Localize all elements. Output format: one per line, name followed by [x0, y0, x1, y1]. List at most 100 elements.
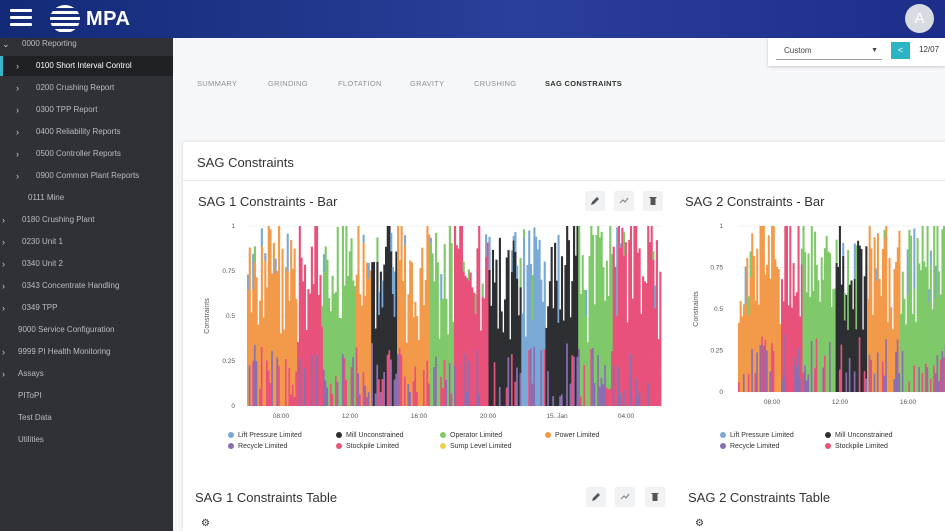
delete-button[interactable]	[645, 487, 665, 507]
sidebar-item[interactable]: › 0349 TPP	[0, 298, 173, 318]
bar	[759, 344, 762, 392]
sidebar-item[interactable]: › 0500 Controller Reports	[0, 144, 173, 164]
bar	[875, 268, 878, 282]
bar	[868, 354, 871, 392]
bar	[393, 316, 396, 380]
sidebar-item[interactable]: › 0343 Concentrate Handling	[0, 276, 173, 296]
sidebar-item[interactable]: › 0100 Short Interval Control	[0, 56, 173, 76]
bar	[550, 246, 553, 406]
edit-button[interactable]	[585, 191, 605, 211]
sidebar-item[interactable]: › 0180 Crushing Plant	[0, 210, 173, 230]
bar	[585, 316, 588, 406]
sidebar-item[interactable]: › 9999 PI Health Monitoring	[0, 342, 173, 362]
range-select[interactable]: Custom ▼	[776, 42, 882, 60]
bar	[250, 312, 253, 406]
sidebar-item[interactable]: 9000 Service Configuration	[0, 320, 173, 340]
sidebar-item[interactable]: › 0340 Unit 2	[0, 254, 173, 274]
legend-item[interactable]: Power Limited	[545, 432, 599, 439]
bar	[336, 381, 339, 406]
bar	[429, 243, 432, 406]
chevron-down-icon: ⌄	[2, 39, 10, 49]
legend-item[interactable]: Sump Level Limited	[440, 443, 511, 450]
sidebar-item[interactable]: › 0300 TPP Report	[0, 100, 173, 120]
gear-icon[interactable]: ⚙	[695, 518, 704, 529]
bar	[891, 329, 894, 392]
bar	[635, 226, 638, 378]
edit-button[interactable]	[586, 487, 606, 507]
gear-icon[interactable]: ⚙	[201, 518, 210, 529]
tab-crushing[interactable]: CRUSHING	[474, 79, 517, 88]
bar	[329, 311, 332, 384]
bar	[383, 264, 386, 373]
y-tick-label: 1	[231, 223, 235, 230]
bar	[316, 226, 319, 355]
bar	[333, 293, 336, 406]
legend-item[interactable]: Stockpile Limited	[336, 443, 399, 450]
tab-summary[interactable]: SUMMARY	[197, 79, 238, 88]
legend-item[interactable]: Stockpile Limited	[825, 443, 888, 450]
bar	[761, 226, 764, 337]
bar	[391, 266, 395, 295]
legend-item[interactable]: Recycle Limited	[720, 443, 779, 450]
menu-icon[interactable]	[10, 9, 32, 29]
bar	[252, 253, 255, 290]
bar	[523, 237, 526, 406]
bar	[523, 229, 526, 238]
bar	[255, 277, 258, 361]
bar	[597, 226, 600, 356]
bar	[326, 387, 329, 406]
chevron-right-icon: ›	[2, 347, 5, 357]
avatar[interactable]: A	[905, 4, 934, 33]
bar	[771, 342, 774, 392]
bar	[472, 387, 476, 406]
bar	[845, 372, 848, 392]
bar	[535, 253, 538, 406]
bar	[316, 354, 319, 406]
bar	[762, 345, 765, 392]
bar	[619, 243, 622, 248]
previous-period-button[interactable]: <	[891, 42, 910, 59]
bar	[412, 317, 415, 382]
bar	[817, 280, 820, 392]
tab-gravity[interactable]: GRAVITY	[410, 79, 445, 88]
sidebar-item[interactable]: › 0200 Crushing Report	[0, 78, 173, 98]
sidebar-item[interactable]: PIToPI	[0, 386, 173, 406]
tab-sag-constraints[interactable]: SAG CONSTRAINTS	[545, 79, 623, 88]
sidebar-item[interactable]: › 0900 Common Plant Reports	[0, 166, 173, 186]
bar	[833, 288, 836, 392]
bar	[469, 348, 472, 406]
tab-flotation[interactable]: FLOTATION	[338, 79, 382, 88]
legend-item[interactable]: Operator Limited	[440, 432, 502, 439]
logo[interactable]: MPA	[50, 5, 130, 33]
sidebar-item[interactable]: › 0230 Unit 1	[0, 232, 173, 252]
bar	[334, 301, 338, 376]
sidebar-item[interactable]: 0111 Mine	[0, 188, 173, 208]
sidebar-item[interactable]: Utilities	[0, 430, 173, 450]
sidebar-item[interactable]: › Assays	[0, 364, 173, 384]
legend-label: Stockpile Limited	[835, 443, 888, 450]
bar	[835, 239, 838, 264]
legend-item[interactable]: Lift Pressure Limited	[720, 432, 794, 439]
trend-button[interactable]	[614, 191, 634, 211]
delete-button[interactable]	[643, 191, 663, 211]
bar	[604, 364, 607, 406]
sidebar-item[interactable]: › 0400 Reliability Reports	[0, 122, 173, 142]
legend-item[interactable]: Lift Pressure Limited	[228, 432, 302, 439]
y-tick-label: 0.5	[714, 306, 723, 313]
legend-item[interactable]: Mill Unconstrained	[336, 432, 404, 439]
legend-item[interactable]: Recycle Limited	[228, 443, 287, 450]
sidebar-item[interactable]: ⌄ 0000 Reporting	[0, 38, 173, 54]
bar	[448, 226, 451, 363]
bar	[548, 281, 551, 406]
bar	[571, 355, 574, 406]
sidebar-item[interactable]: Test Data	[0, 408, 173, 428]
trend-button[interactable]	[615, 487, 635, 507]
bar	[583, 364, 586, 406]
bar	[938, 380, 941, 392]
bar	[348, 251, 351, 314]
tab-grinding[interactable]: GRINDING	[268, 79, 308, 88]
bar	[535, 236, 538, 254]
bar	[260, 245, 263, 347]
bar	[440, 376, 443, 406]
legend-item[interactable]: Mill Unconstrained	[825, 432, 893, 439]
